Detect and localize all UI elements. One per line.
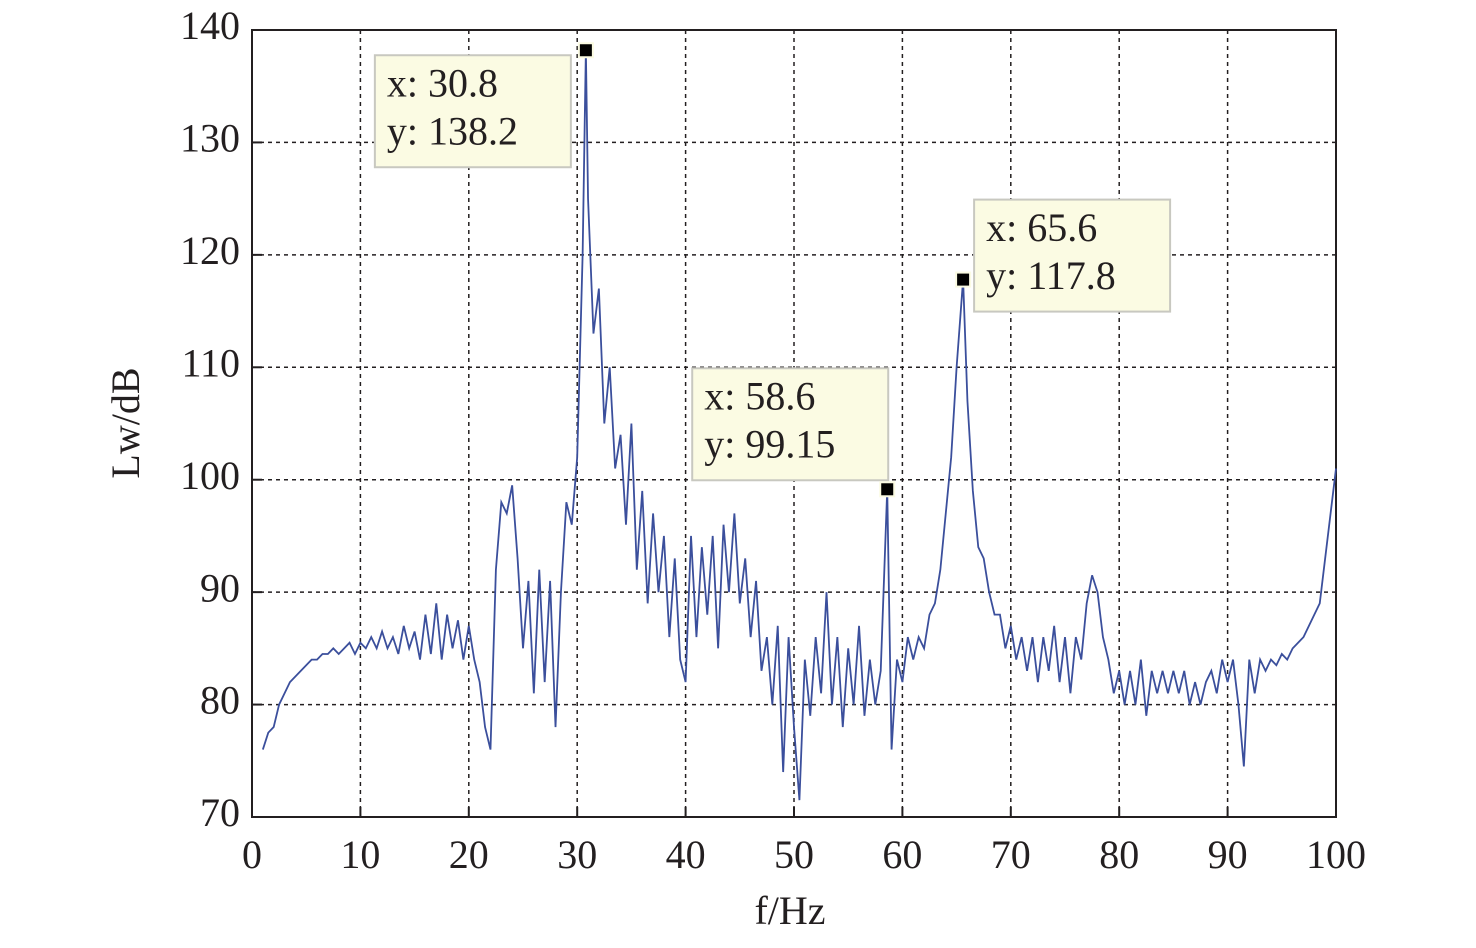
y-tick-label: 100 bbox=[180, 453, 240, 498]
x-tick-label: 80 bbox=[1099, 832, 1139, 877]
datatip-x: x: 30.8 bbox=[387, 60, 498, 105]
data-marker bbox=[955, 271, 972, 288]
datatip-box bbox=[373, 54, 572, 169]
x-tick-label: 20 bbox=[449, 832, 489, 877]
y-tick-label: 120 bbox=[180, 228, 240, 273]
x-tick-label: 70 bbox=[991, 832, 1031, 877]
data-marker bbox=[879, 481, 896, 498]
y-tick-label: 110 bbox=[181, 340, 240, 385]
datatip-x: x: 58.6 bbox=[704, 373, 815, 418]
x-tick-label: 90 bbox=[1208, 832, 1248, 877]
x-tick-label: 100 bbox=[1306, 832, 1366, 877]
datatip-y: y: 138.2 bbox=[387, 108, 518, 153]
data-line bbox=[261, 50, 1337, 801]
data-marker bbox=[577, 42, 594, 59]
datatip-box bbox=[973, 198, 1172, 313]
datatip-y: y: 99.15 bbox=[704, 421, 835, 466]
datatip-box bbox=[691, 367, 890, 482]
y-tick-label: 90 bbox=[200, 565, 240, 610]
x-tick-label: 30 bbox=[557, 832, 597, 877]
y-tick-label: 80 bbox=[200, 678, 240, 723]
x-tick-label: 50 bbox=[774, 832, 814, 877]
datatip-y: y: 117.8 bbox=[986, 253, 1116, 298]
y-tick-label: 70 bbox=[200, 790, 240, 835]
datatip-x: x: 65.6 bbox=[986, 205, 1097, 250]
y-tick-label: 140 bbox=[180, 3, 240, 48]
y-tick-label: 130 bbox=[180, 116, 240, 161]
y-axis-label: Lw/dB bbox=[103, 367, 148, 478]
plot-frame bbox=[251, 29, 1337, 818]
x-tick-label: 0 bbox=[242, 832, 262, 877]
x-axis-label: f/Hz bbox=[754, 888, 825, 933]
x-tick-label: 40 bbox=[666, 832, 706, 877]
x-tick-label: 60 bbox=[882, 832, 922, 877]
x-tick-label: 10 bbox=[340, 832, 380, 877]
